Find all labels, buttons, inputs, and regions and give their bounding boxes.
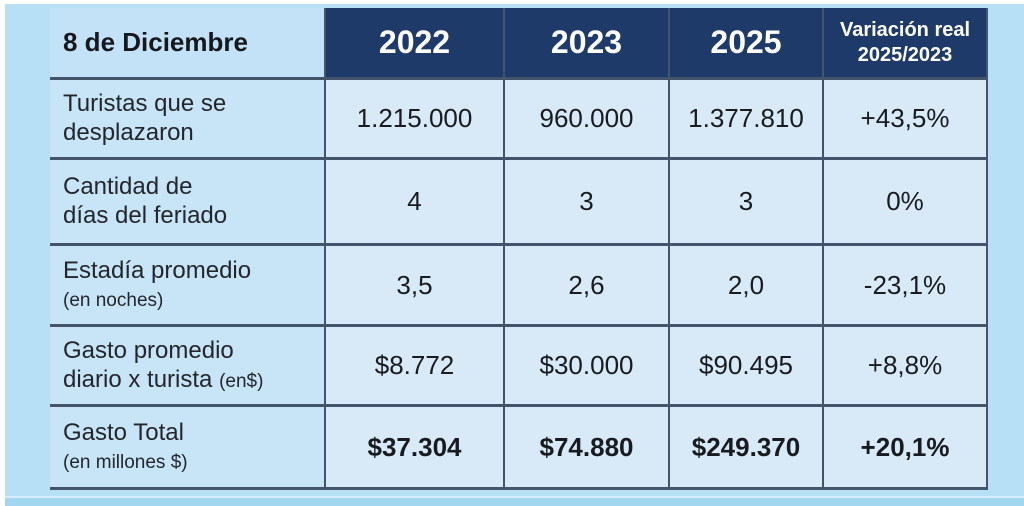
row-label-paren: (en$) [219, 370, 264, 392]
row-label-line2-text: días del feriado [63, 201, 228, 229]
row-label-line1: Turistas que se [63, 90, 227, 118]
table-background: 8 de Diciembre 2022 2023 2025 Variación … [5, 4, 1024, 506]
row-label-turistas: Turistas que se desplazaron [50, 80, 324, 160]
row-label-line2: (en noches) [63, 285, 163, 313]
value-gasto-promedio-2025: $90.495 [668, 327, 822, 407]
row-label-line2: (en millones $) [63, 447, 188, 475]
value-estadia-2025: 2,0 [668, 246, 822, 327]
value-gasto-promedio-2022: $8.772 [324, 327, 503, 407]
row-label-line1: Estadía promedio [63, 256, 252, 284]
row-label-line2-text: desplazaron [63, 118, 194, 146]
row-label-dias-feriado: Cantidad de días del feriado [50, 160, 324, 246]
row-label-gasto-total: Gasto Total (en millones $) [50, 407, 324, 490]
value-turistas-2023: 960.000 [503, 80, 668, 160]
value-turistas-variation: +43,5% [822, 80, 988, 160]
value-dias-2023: 3 [503, 160, 668, 246]
row-label-line1: Cantidad de [63, 173, 193, 201]
value-gasto-promedio-2023: $30.000 [503, 327, 668, 407]
value-gasto-promedio-variation: +8,8% [822, 327, 988, 407]
variation-header-line1: Variación real [839, 19, 971, 42]
value-gasto-total-variation: +20,1% [822, 407, 988, 490]
value-estadia-2023: 2,6 [503, 246, 668, 327]
column-header-2025: 2025 [668, 8, 822, 80]
value-estadia-variation: -23,1% [822, 246, 988, 327]
value-estadia-2022: 3,5 [324, 246, 503, 327]
value-turistas-2025: 1.377.810 [668, 80, 822, 160]
value-gasto-total-2025: $249.370 [668, 407, 822, 490]
row-label-line1: Gasto Total [63, 418, 184, 446]
row-label-line2: días del feriado [63, 202, 227, 230]
value-gasto-total-2023: $74.880 [503, 407, 668, 490]
row-label-paren: (en millones $) [63, 452, 188, 473]
column-header-2022: 2022 [324, 8, 503, 80]
value-turistas-2022: 1.215.000 [324, 80, 503, 160]
row-label-paren: (en noches) [63, 290, 164, 311]
tourism-table: 8 de Diciembre 2022 2023 2025 Variación … [50, 8, 988, 490]
row-label-line2: diario x turista (en$) [63, 366, 263, 394]
value-gasto-total-2022: $37.304 [324, 407, 503, 490]
row-label-estadia: Estadía promedio (en noches) [50, 246, 324, 327]
variation-header-line2: 2025/2023 [857, 43, 953, 66]
value-dias-2025: 3 [668, 160, 822, 246]
table-title: 8 de Diciembre [50, 8, 324, 80]
value-dias-variation: 0% [822, 160, 988, 246]
column-header-2023: 2023 [503, 8, 668, 80]
row-label-line1: Gasto promedio [63, 337, 234, 365]
row-label-gasto-promedio: Gasto promedio diario x turista (en$) [50, 327, 324, 407]
bottom-strip [5, 496, 1024, 506]
value-dias-2022: 4 [324, 160, 503, 246]
row-label-line2: desplazaron [63, 119, 194, 147]
row-label-line2-text: diario x turista [63, 365, 220, 393]
column-header-variation: Variación real 2025/2023 [822, 8, 988, 80]
